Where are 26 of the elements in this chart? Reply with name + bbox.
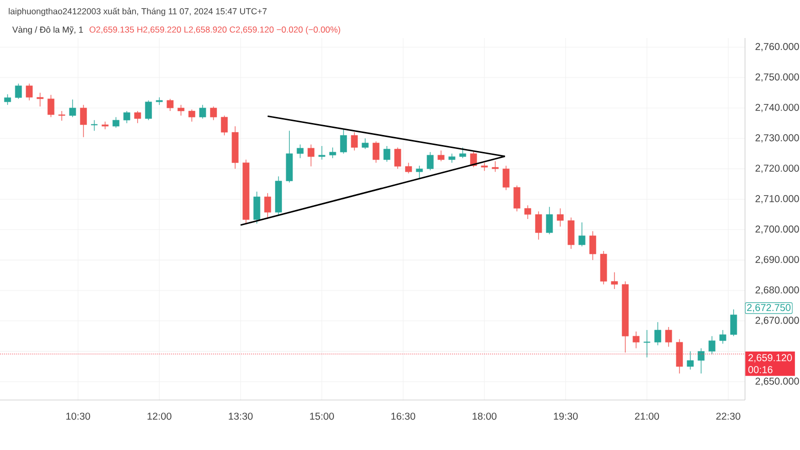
y-tick-label: 2,670.000 bbox=[756, 316, 799, 326]
y-tick-label: 2,650.000 bbox=[756, 378, 799, 386]
chart-title: Vàng / Đô la Mỹ, 1 bbox=[12, 26, 83, 34]
x-tick-label: 21:00 bbox=[634, 412, 660, 420]
x-tick-label: 15:00 bbox=[310, 412, 334, 420]
x-tick-label: 22:30 bbox=[716, 412, 740, 420]
y-tick-label: 2,740.000 bbox=[756, 104, 799, 112]
y-tick-label: 2,700.000 bbox=[756, 226, 799, 234]
text: laiphuongthao24122003 xuất bản, Tháng 11 07, 2024 15:47 UTC+7 bbox=[8, 8, 267, 16]
y-tick-label: 2,750.000 bbox=[756, 73, 799, 82]
x-tick-label: 10:30 bbox=[66, 412, 90, 420]
y-tick-label: 2,680.000 bbox=[756, 286, 799, 295]
x-tick-label: 19:30 bbox=[554, 412, 578, 420]
x-tick-label: 18:00 bbox=[472, 412, 496, 420]
ref-line-label: 2,659.120 bbox=[748, 354, 792, 362]
text: O2,659.135 H2,659.220 L2,658.920 C2,659.120 −0.020 (−0.00%) bbox=[90, 26, 340, 34]
y-tick-label: 2,760.000 bbox=[756, 43, 799, 52]
text: 00:16 bbox=[748, 366, 772, 374]
y-tick-label: 2,690.000 bbox=[756, 256, 799, 264]
x-tick-label: 16:30 bbox=[391, 412, 416, 420]
y-tick-label: 2,730.000 bbox=[756, 134, 799, 142]
text: 2,672.750 bbox=[747, 304, 791, 312]
x-tick-label: 13:30 bbox=[228, 412, 253, 420]
x-tick-label: 12:00 bbox=[148, 412, 172, 420]
y-tick-label: 2,710.000 bbox=[756, 195, 799, 204]
y-tick-label: 2,720.000 bbox=[756, 164, 799, 173]
